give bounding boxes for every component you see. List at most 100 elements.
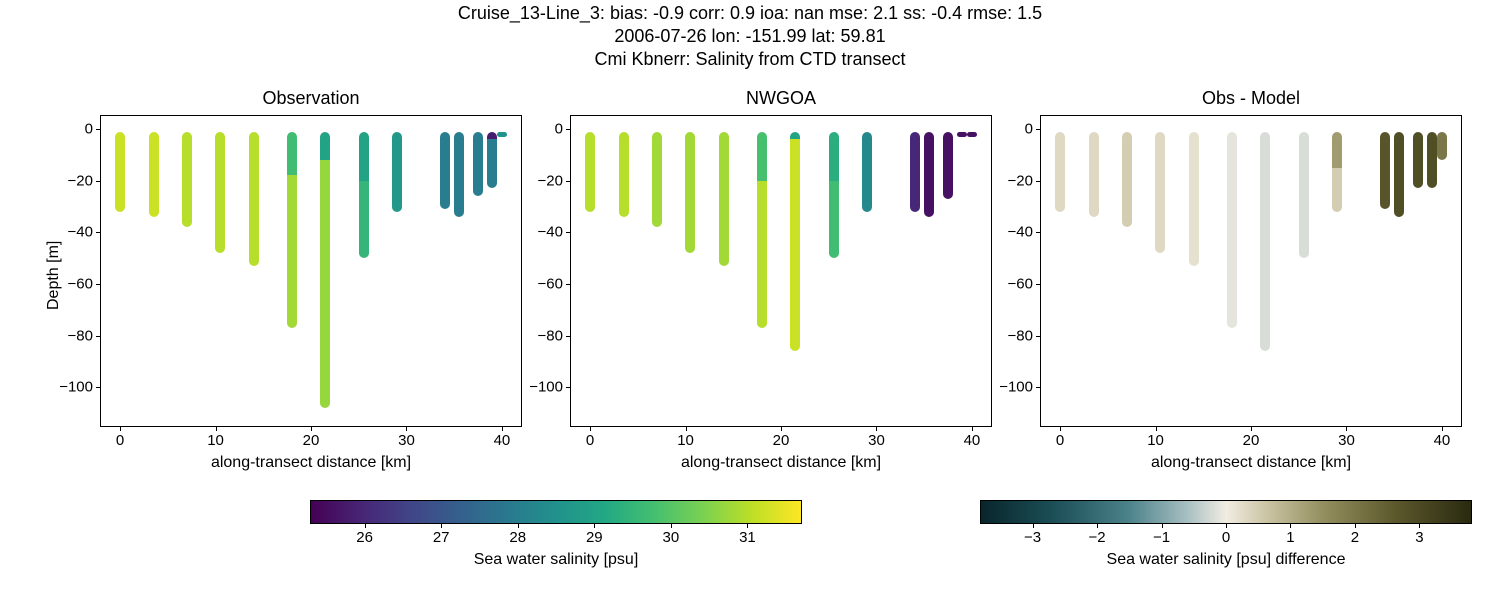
transect-profile [1299,132,1309,259]
ytick-label: −40 [1008,224,1033,241]
panel-0: Observation0−20−40−60−80−100010203040alo… [100,115,522,427]
panel-2: Obs - Model0−20−40−60−80−100010203040alo… [1040,115,1462,427]
ytick-label: −20 [538,172,563,189]
x-axis-label: along-transect distance [km] [1041,454,1461,472]
colorbar-tick-label: −2 [1088,529,1105,546]
colorbar-tick-label: 1 [1286,529,1294,546]
transect-profile [149,132,159,217]
transect-profile [585,132,595,212]
panel-title: NWGOA [571,88,991,109]
transect-profile [829,132,839,259]
transect-profile [115,132,125,212]
xtick-label: 40 [1434,432,1451,449]
ytick-label: −80 [538,327,563,344]
transect-profile [957,132,967,137]
transect-profile [473,132,483,197]
xtick-label: 30 [868,432,885,449]
xtick-label: 10 [207,432,224,449]
colorbar-tick-label: 28 [509,529,526,546]
transect-profile [924,132,934,217]
ytick-label: 0 [555,120,563,137]
panel-title: Obs - Model [1041,88,1461,109]
suptitle-line1: Cruise_13-Line_3: bias: -0.9 corr: 0.9 i… [0,3,1500,24]
transect-profile [910,132,920,212]
xtick-label: 20 [1243,432,1260,449]
ytick-label: −20 [68,172,93,189]
ytick-label: −80 [1008,327,1033,344]
figure: Cruise_13-Line_3: bias: -0.9 corr: 0.9 i… [0,0,1500,600]
ytick-label: −100 [59,379,93,396]
colorbar-label: Sea water salinity [psu] [311,551,801,569]
transect-profile [287,132,297,328]
xtick-label: 0 [116,432,124,449]
transect-profile [440,132,450,210]
transect-profile [757,132,767,328]
transect-profile [619,132,629,217]
transect-profile [1122,132,1132,228]
transect-profile [967,132,977,137]
ytick-label: −20 [1008,172,1033,189]
transect-profile [1260,132,1270,352]
transect-profile [497,132,507,137]
transect-profile [1380,132,1390,210]
ytick-label: −80 [68,327,93,344]
xtick-label: 20 [303,432,320,449]
transect-profile [1427,132,1437,189]
ytick-label: −60 [538,275,563,292]
colorbar-salinity: 262728293031Sea water salinity [psu] [310,500,802,524]
suptitle-line3: Cmi Kbnerr: Salinity from CTD transect [0,49,1500,70]
xtick-label: 10 [1147,432,1164,449]
panel-1: NWGOA0−20−40−60−80−100010203040along-tra… [570,115,992,427]
transect-profile [1227,132,1237,328]
ytick-label: −40 [68,224,93,241]
colorbar-label: Sea water salinity [psu] difference [981,551,1471,569]
x-axis-label: along-transect distance [km] [571,454,991,472]
colorbar-tick-label: 30 [663,529,680,546]
transect-profile [1437,132,1447,160]
transect-profile [359,132,369,259]
transect-profile [215,132,225,253]
ytick-label: −60 [68,275,93,292]
transect-profile [320,132,330,408]
transect-profile [862,132,872,212]
ytick-label: −100 [529,379,563,396]
colorbar-tick-label: −1 [1153,529,1170,546]
xtick-label: 0 [586,432,594,449]
transect-profile [392,132,402,212]
transect-profile [790,132,800,352]
transect-profile [1394,132,1404,217]
ytick-label: 0 [1025,120,1033,137]
colorbar-tick-label: 0 [1222,529,1230,546]
xtick-label: 40 [494,432,511,449]
transect-profile [1332,132,1342,212]
x-axis-label: along-transect distance [km] [101,454,521,472]
transect-profile [1413,132,1423,189]
xtick-label: 0 [1056,432,1064,449]
xtick-label: 40 [964,432,981,449]
transect-profile [1055,132,1065,212]
transect-profile [652,132,662,228]
transect-profile [182,132,192,228]
transect-profile [943,132,953,199]
y-axis-label: Depth [m] [45,241,63,310]
ytick-label: −40 [538,224,563,241]
transect-profile [685,132,695,253]
xtick-label: 30 [398,432,415,449]
transect-profile [487,132,497,189]
suptitle-line2: 2006-07-26 lon: -151.99 lat: 59.81 [0,26,1500,47]
colorbar-tick-label: 31 [739,529,756,546]
xtick-label: 20 [773,432,790,449]
ytick-label: 0 [85,120,93,137]
colorbar-tick-label: 2 [1351,529,1359,546]
transect-profile [1155,132,1165,253]
colorbar-difference: −3−2−10123Sea water salinity [psu] diffe… [980,500,1472,524]
colorbar-tick-label: −3 [1024,529,1041,546]
transect-profile [454,132,464,217]
xtick-label: 30 [1338,432,1355,449]
ytick-label: −100 [999,379,1033,396]
colorbar-tick-label: 26 [356,529,373,546]
colorbar-tick-label: 3 [1415,529,1423,546]
transect-profile [249,132,259,266]
transect-profile [1189,132,1199,266]
xtick-label: 10 [677,432,694,449]
